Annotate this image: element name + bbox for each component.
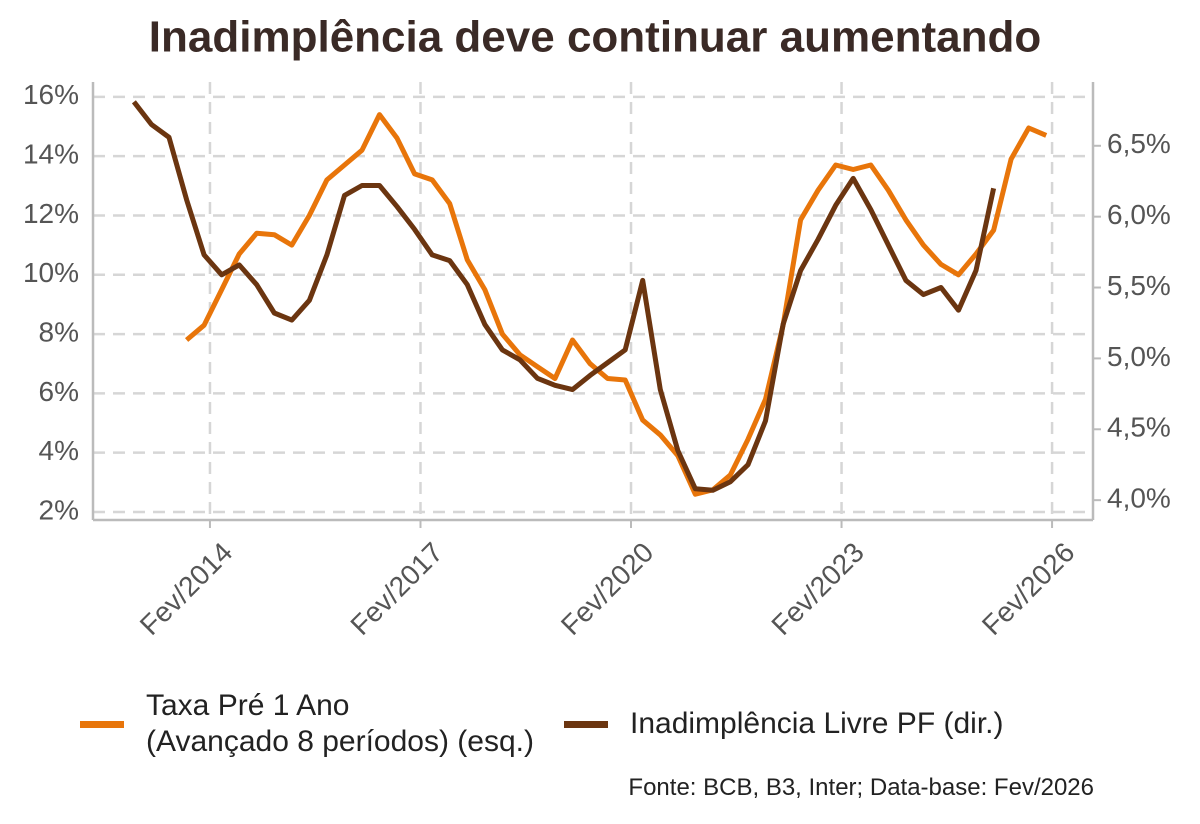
legend-label: Inadimplência Livre PF (dir.) bbox=[630, 707, 1004, 740]
y2-tick-label: 5,0% bbox=[1107, 341, 1171, 372]
legend-swatch bbox=[564, 720, 608, 728]
x-tick-label: Fev/2020 bbox=[555, 536, 659, 640]
y-tick-label: 2% bbox=[39, 494, 79, 525]
x-tick-label: Fev/2023 bbox=[765, 536, 869, 640]
series-line bbox=[184, 112, 1048, 497]
y-tick-label: 12% bbox=[23, 198, 79, 229]
y2-tick-label: 4,5% bbox=[1107, 412, 1171, 443]
legend-swatch bbox=[80, 720, 124, 728]
y-tick-label: 10% bbox=[23, 257, 79, 288]
y-tick-label: 6% bbox=[39, 376, 79, 407]
y2-tick-label: 5,5% bbox=[1107, 270, 1171, 301]
series-line bbox=[131, 100, 997, 493]
x-tick-label: Fev/2026 bbox=[976, 536, 1080, 640]
chart: Inadimplência deve continuar aumentando … bbox=[23, 13, 1171, 641]
legend-label: Taxa Pré 1 Ano (Avançado 8 períodos) (es… bbox=[146, 689, 534, 758]
y2-tick-label: 6,0% bbox=[1107, 199, 1171, 230]
y-tick-label: 4% bbox=[39, 435, 79, 466]
y-tick-label: 16% bbox=[23, 79, 79, 110]
x-tick-label: Fev/2017 bbox=[344, 536, 448, 640]
legend: Taxa Pré 1 Ano (Avançado 8 períodos) (es… bbox=[80, 688, 1003, 760]
x-tick-label: Fev/2014 bbox=[134, 536, 238, 640]
y-tick-label: 14% bbox=[23, 139, 79, 170]
y2-tick-label: 4,0% bbox=[1107, 483, 1171, 514]
legend-item: Inadimplência Livre PF (dir.) bbox=[564, 706, 1003, 742]
legend-item: Taxa Pré 1 Ano (Avançado 8 períodos) (es… bbox=[80, 688, 534, 760]
y-tick-label: 8% bbox=[39, 316, 79, 347]
source: Fonte: BCB, B3, Inter; Data-base: Fev/20… bbox=[628, 774, 1094, 801]
y2-tick-label: 6,5% bbox=[1107, 128, 1171, 159]
chart-title: Inadimplência deve continuar aumentando bbox=[149, 13, 1041, 62]
